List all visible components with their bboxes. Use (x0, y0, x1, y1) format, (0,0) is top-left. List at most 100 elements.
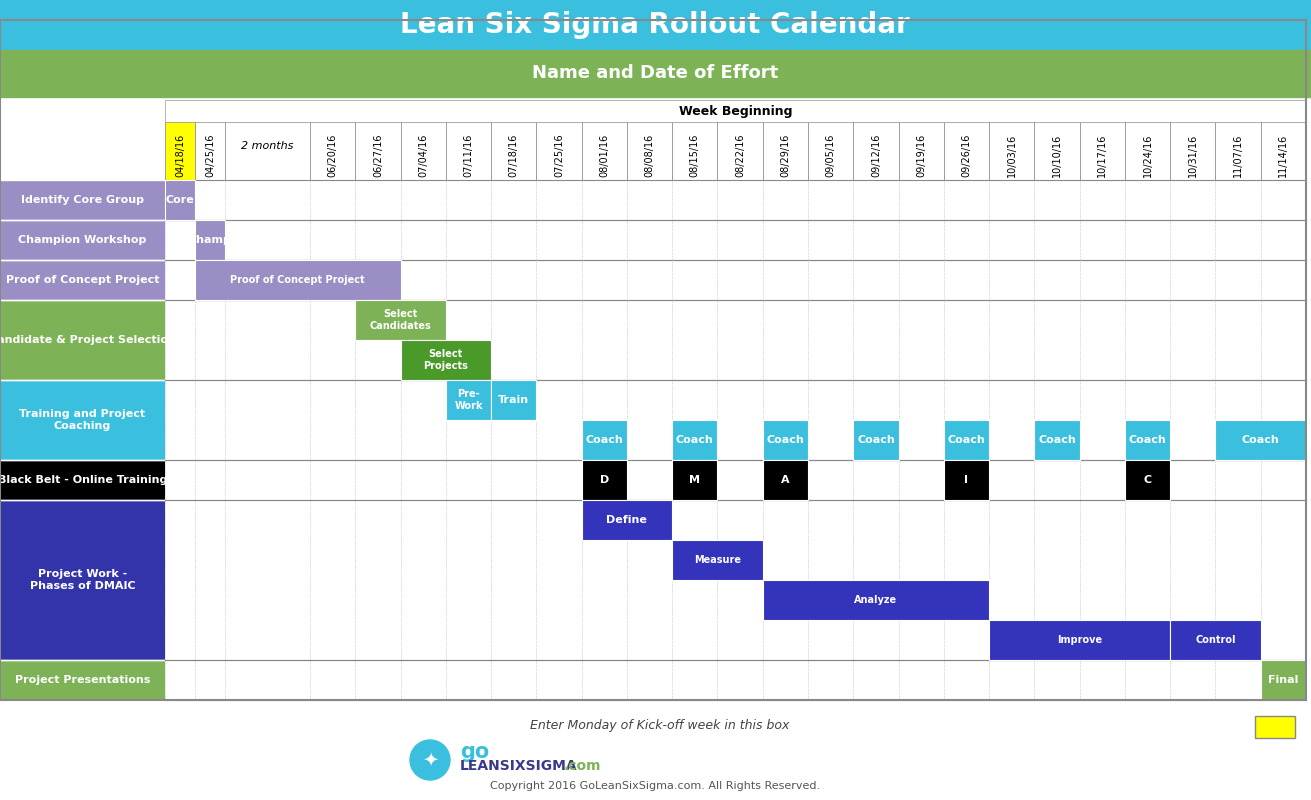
Bar (1261, 122, 1306, 180)
Text: Coach: Coach (676, 435, 713, 445)
Bar (673, 122, 717, 180)
Bar (898, 122, 944, 180)
Text: Coach: Coach (1242, 435, 1280, 445)
Text: D: D (599, 475, 608, 485)
Bar (195, 260, 401, 300)
Text: Training and Project
Coaching: Training and Project Coaching (20, 409, 146, 430)
Bar (944, 122, 988, 180)
Text: Pre-
Work: Pre- Work (454, 389, 482, 411)
Bar (165, 180, 195, 220)
Text: 11/14/16: 11/14/16 (1278, 134, 1289, 177)
Bar (1125, 420, 1171, 460)
Bar (0, 20, 1306, 700)
Bar (1034, 122, 1080, 180)
Bar (195, 122, 225, 180)
Text: Select
Candidates: Select Candidates (370, 309, 431, 331)
Text: Black Belt - Online Training: Black Belt - Online Training (0, 475, 168, 485)
Text: C: C (1143, 475, 1151, 485)
Bar (446, 380, 492, 420)
Bar (582, 460, 627, 500)
Text: 09/12/16: 09/12/16 (871, 134, 881, 177)
Text: 07/25/16: 07/25/16 (555, 134, 564, 177)
Bar (0, 460, 165, 500)
Bar (165, 100, 1306, 122)
Text: 04/25/16: 04/25/16 (205, 134, 215, 177)
Bar (0, 300, 165, 380)
Bar (225, 122, 309, 180)
Bar (853, 420, 898, 460)
Bar (1215, 122, 1261, 180)
Text: Core: Core (165, 195, 194, 205)
Text: 09/26/16: 09/26/16 (961, 134, 971, 177)
Text: 06/20/16: 06/20/16 (328, 134, 338, 177)
Bar (309, 122, 355, 180)
Text: LEANSIXSIGMA: LEANSIXSIGMA (460, 759, 578, 773)
Text: M: M (690, 475, 700, 485)
Bar (763, 580, 988, 620)
Bar (1125, 460, 1171, 500)
Bar (355, 300, 446, 340)
Text: 07/18/16: 07/18/16 (509, 134, 519, 177)
Text: 11/07/16: 11/07/16 (1234, 134, 1243, 177)
Text: Coach: Coach (1129, 435, 1167, 445)
Bar (0, 220, 165, 260)
Bar (988, 122, 1034, 180)
Text: 08/29/16: 08/29/16 (780, 134, 791, 177)
Text: Control: Control (1196, 635, 1236, 645)
Text: 08/08/16: 08/08/16 (645, 134, 654, 177)
Bar (1125, 122, 1171, 180)
Text: A: A (781, 475, 789, 485)
Text: 10/17/16: 10/17/16 (1097, 134, 1108, 177)
Bar (1034, 420, 1080, 460)
Text: 09/19/16: 09/19/16 (916, 134, 926, 177)
Bar (627, 122, 673, 180)
Text: 07/11/16: 07/11/16 (464, 134, 473, 177)
Bar (808, 122, 853, 180)
Bar (492, 380, 536, 420)
Text: Proof of Concept Project: Proof of Concept Project (231, 275, 364, 285)
Text: Final: Final (1268, 675, 1299, 685)
Text: ✦: ✦ (422, 750, 438, 770)
Bar (195, 220, 225, 260)
Bar (582, 420, 627, 460)
Bar (0, 660, 165, 700)
Bar (1255, 716, 1295, 738)
Text: 10/10/16: 10/10/16 (1051, 134, 1062, 177)
Bar (717, 122, 763, 180)
Text: 08/15/16: 08/15/16 (690, 134, 700, 177)
Bar (0, 260, 165, 300)
Text: Identify Core Group: Identify Core Group (21, 195, 144, 205)
Bar (582, 122, 627, 180)
Bar (355, 122, 401, 180)
Bar (944, 460, 988, 500)
Text: Proof of Concept Project: Proof of Concept Project (5, 275, 159, 285)
Text: Coach: Coach (857, 435, 895, 445)
Bar (988, 620, 1171, 660)
Text: Coach: Coach (1038, 435, 1076, 445)
Text: Analyze: Analyze (855, 595, 898, 605)
Bar (763, 122, 808, 180)
Bar (582, 500, 673, 540)
Bar (446, 122, 492, 180)
Bar (1261, 660, 1306, 700)
Text: Enter Monday of Kick-off week in this box: Enter Monday of Kick-off week in this bo… (531, 718, 789, 731)
Bar (1215, 420, 1306, 460)
Text: Coach: Coach (586, 435, 623, 445)
Text: Coach: Coach (767, 435, 804, 445)
Bar (763, 420, 808, 460)
Text: Champion Workshop: Champion Workshop (18, 235, 147, 245)
Text: 08/01/16: 08/01/16 (599, 134, 610, 177)
Bar (536, 122, 582, 180)
Text: 09/05/16: 09/05/16 (826, 134, 835, 177)
Text: 04/18/16: 04/18/16 (174, 134, 185, 177)
Bar (1171, 122, 1215, 180)
Bar (0, 380, 165, 460)
Text: 2 months: 2 months (241, 141, 294, 151)
Text: 10/24/16: 10/24/16 (1143, 134, 1152, 177)
Bar (401, 122, 446, 180)
Bar (1080, 122, 1125, 180)
Bar (673, 460, 717, 500)
Text: 10/31/16: 10/31/16 (1188, 134, 1198, 177)
Text: 06/27/16: 06/27/16 (372, 134, 383, 177)
Bar (0, 180, 165, 220)
